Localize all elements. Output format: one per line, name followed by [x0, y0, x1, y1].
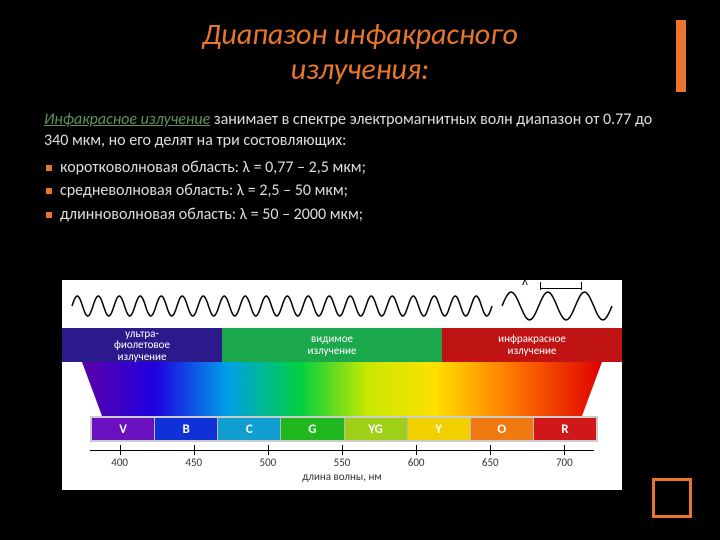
bullet-list: коротковолновая область: λ = 0,77 – 2,5 …	[44, 158, 664, 226]
letter-cell: C	[218, 418, 281, 440]
letter-cell: G	[281, 418, 344, 440]
wavelength-axis: 400450500550600650700 длина волны, нм	[90, 440, 594, 476]
letter-cell: B	[155, 418, 218, 440]
axis-tick-label: 700	[556, 456, 573, 469]
axis-tick	[342, 445, 343, 455]
axis-tick	[194, 445, 195, 455]
letter-cell: V	[92, 418, 155, 440]
slide-title: Диапазон инфакрасного излучения:	[0, 18, 720, 87]
letter-cell: Y	[408, 418, 471, 440]
letter-cell: YG	[345, 418, 408, 440]
title-line-1: Диапазон инфакрасного	[202, 16, 518, 53]
letter-cell: O	[471, 418, 534, 440]
lead-emphasis-text: Инфакрасное излучение	[44, 110, 210, 129]
region-band: ультра-фиолетовоеизлучениевидимоеизлучен…	[62, 328, 622, 362]
axis-title: длина волны, нм	[90, 470, 594, 483]
lead-emphasis: Инфакрасное излучение	[44, 110, 210, 129]
bullet-item: коротковолновая область: λ = 0,77 – 2,5 …	[44, 158, 664, 179]
slide: { "colors":{ "accent":"#e8762d", "title"…	[0, 0, 720, 540]
axis-tick-label: 550	[334, 456, 351, 469]
wave-plot: λ	[62, 280, 622, 328]
bullet-item: средневолновая область: λ = 2,5 – 50 мкм…	[44, 181, 664, 202]
body-text: Инфакрасное излучение занимает в спектре…	[44, 110, 664, 229]
axis-tick	[564, 445, 565, 455]
letter-cell: R	[534, 418, 596, 440]
spectrum-diagram: λ ультра-фиолетовоеизлучениевидимоеизлуч…	[62, 280, 622, 490]
bullet-item: длинноволновая область: λ = 50 – 2000 мк…	[44, 205, 664, 226]
region-segment: инфракрасноеизлучение	[442, 328, 622, 362]
axis-tick-label: 400	[111, 456, 128, 469]
axis-tick-label: 450	[185, 456, 202, 469]
region-segment: видимоеизлучение	[222, 328, 442, 362]
axis-tick-label: 650	[482, 456, 499, 469]
axis-tick	[490, 445, 491, 455]
letter-band: VBCGYGYOR	[90, 416, 598, 442]
title-line-2: излучения:	[291, 51, 429, 88]
region-segment: ультра-фиолетовоеизлучение	[62, 328, 222, 362]
axis-tick-label: 500	[260, 456, 277, 469]
axis-tick-label: 600	[408, 456, 425, 469]
axis-tick	[120, 445, 121, 455]
axis-tick	[416, 445, 417, 455]
spectrum-prism	[82, 362, 602, 416]
axis-tick	[268, 445, 269, 455]
lambda-symbol: λ	[522, 273, 528, 289]
accent-square-outline	[652, 478, 692, 518]
lambda-bracket: λ	[540, 282, 582, 294]
